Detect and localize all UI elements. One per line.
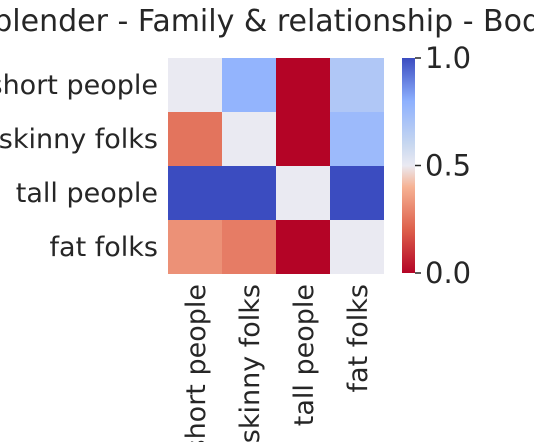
heatmap-cell — [222, 166, 276, 220]
column-tick-label: skinny folks — [235, 284, 266, 442]
row-tick-label: short people — [0, 70, 158, 101]
heatmap-cell — [330, 58, 384, 112]
row-tick-label: tall people — [16, 178, 158, 209]
heatmap-cell — [168, 112, 222, 166]
colorbar-ticks: 0.0 0.5 1.0 — [415, 41, 471, 290]
colorbar — [402, 58, 415, 273]
heatmap-cell — [276, 58, 330, 112]
heatmap-cells — [168, 58, 384, 274]
heatmap-cell — [168, 58, 222, 112]
chart-title: blender - Family & relationship - Body — [0, 4, 534, 39]
colorbar-tick-label: 0.0 — [425, 256, 471, 290]
row-tick-label: skinny folks — [0, 124, 158, 155]
colorbar-tick-label: 0.5 — [425, 149, 471, 183]
heatmap-cell — [222, 220, 276, 274]
colorbar-tick-label: 1.0 — [425, 41, 471, 75]
heatmap-cell — [330, 112, 384, 166]
column-tick-label: short people — [181, 284, 212, 442]
heatmap-cell — [222, 58, 276, 112]
heatmap-cell — [168, 166, 222, 220]
column-labels: short people skinny folks tall people fat f… — [181, 284, 374, 442]
heatmap-cell — [222, 112, 276, 166]
heatmap-cell — [276, 166, 330, 220]
row-labels: short people skinny folks tall people fat f… — [0, 70, 158, 263]
heatmap-cell — [168, 220, 222, 274]
heatmap-cell — [276, 112, 330, 166]
heatmap-cell — [276, 220, 330, 274]
heatmap-cell — [330, 220, 384, 274]
column-tick-label: tall people — [289, 284, 320, 426]
row-tick-label: fat folks — [50, 232, 158, 263]
column-tick-label: fat folks — [343, 284, 374, 392]
heatmap-cell — [330, 166, 384, 220]
